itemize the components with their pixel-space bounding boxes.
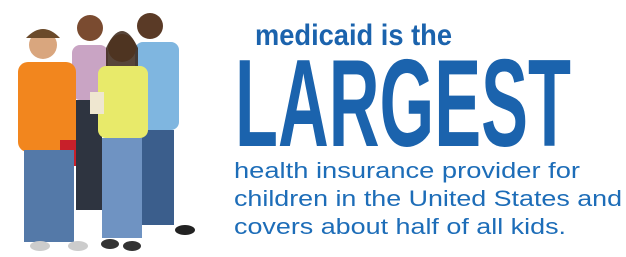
body-line: children in the United States and <box>234 186 622 211</box>
body-line: covers about half of all kids. <box>234 214 566 239</box>
body-line: health insurance provider for <box>234 158 580 183</box>
students-illustration <box>18 13 195 251</box>
infographic: medicaid is the LARGEST health insurance… <box>0 0 626 257</box>
page: medicaid is the LARGEST health insurance… <box>0 0 626 257</box>
headline-emphasis: LARGEST <box>235 35 571 173</box>
